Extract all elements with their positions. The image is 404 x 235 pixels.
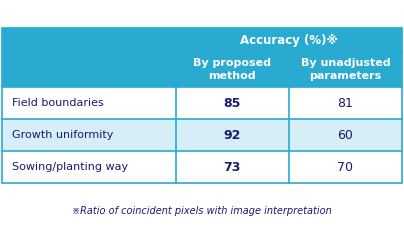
Text: 85: 85 xyxy=(223,97,241,110)
Text: Field boundaries: Field boundaries xyxy=(12,98,104,108)
Bar xyxy=(2,28,402,87)
Text: 70: 70 xyxy=(337,161,354,174)
Bar xyxy=(2,28,402,183)
Text: 60: 60 xyxy=(337,129,354,142)
Text: By unadjusted
parameters: By unadjusted parameters xyxy=(301,59,390,81)
Text: ※Ratio of coincident pixels with image interpretation: ※Ratio of coincident pixels with image i… xyxy=(72,207,332,216)
Text: Sowing/planting way: Sowing/planting way xyxy=(12,162,128,172)
Bar xyxy=(2,119,402,151)
Text: Growth uniformity: Growth uniformity xyxy=(12,130,114,140)
Bar xyxy=(2,87,402,119)
Text: By proposed
method: By proposed method xyxy=(193,59,271,81)
Text: 92: 92 xyxy=(223,129,241,142)
Text: 81: 81 xyxy=(337,97,354,110)
Text: Accuracy (%)※: Accuracy (%)※ xyxy=(240,34,338,47)
Text: 73: 73 xyxy=(223,161,241,174)
Bar xyxy=(2,151,402,183)
